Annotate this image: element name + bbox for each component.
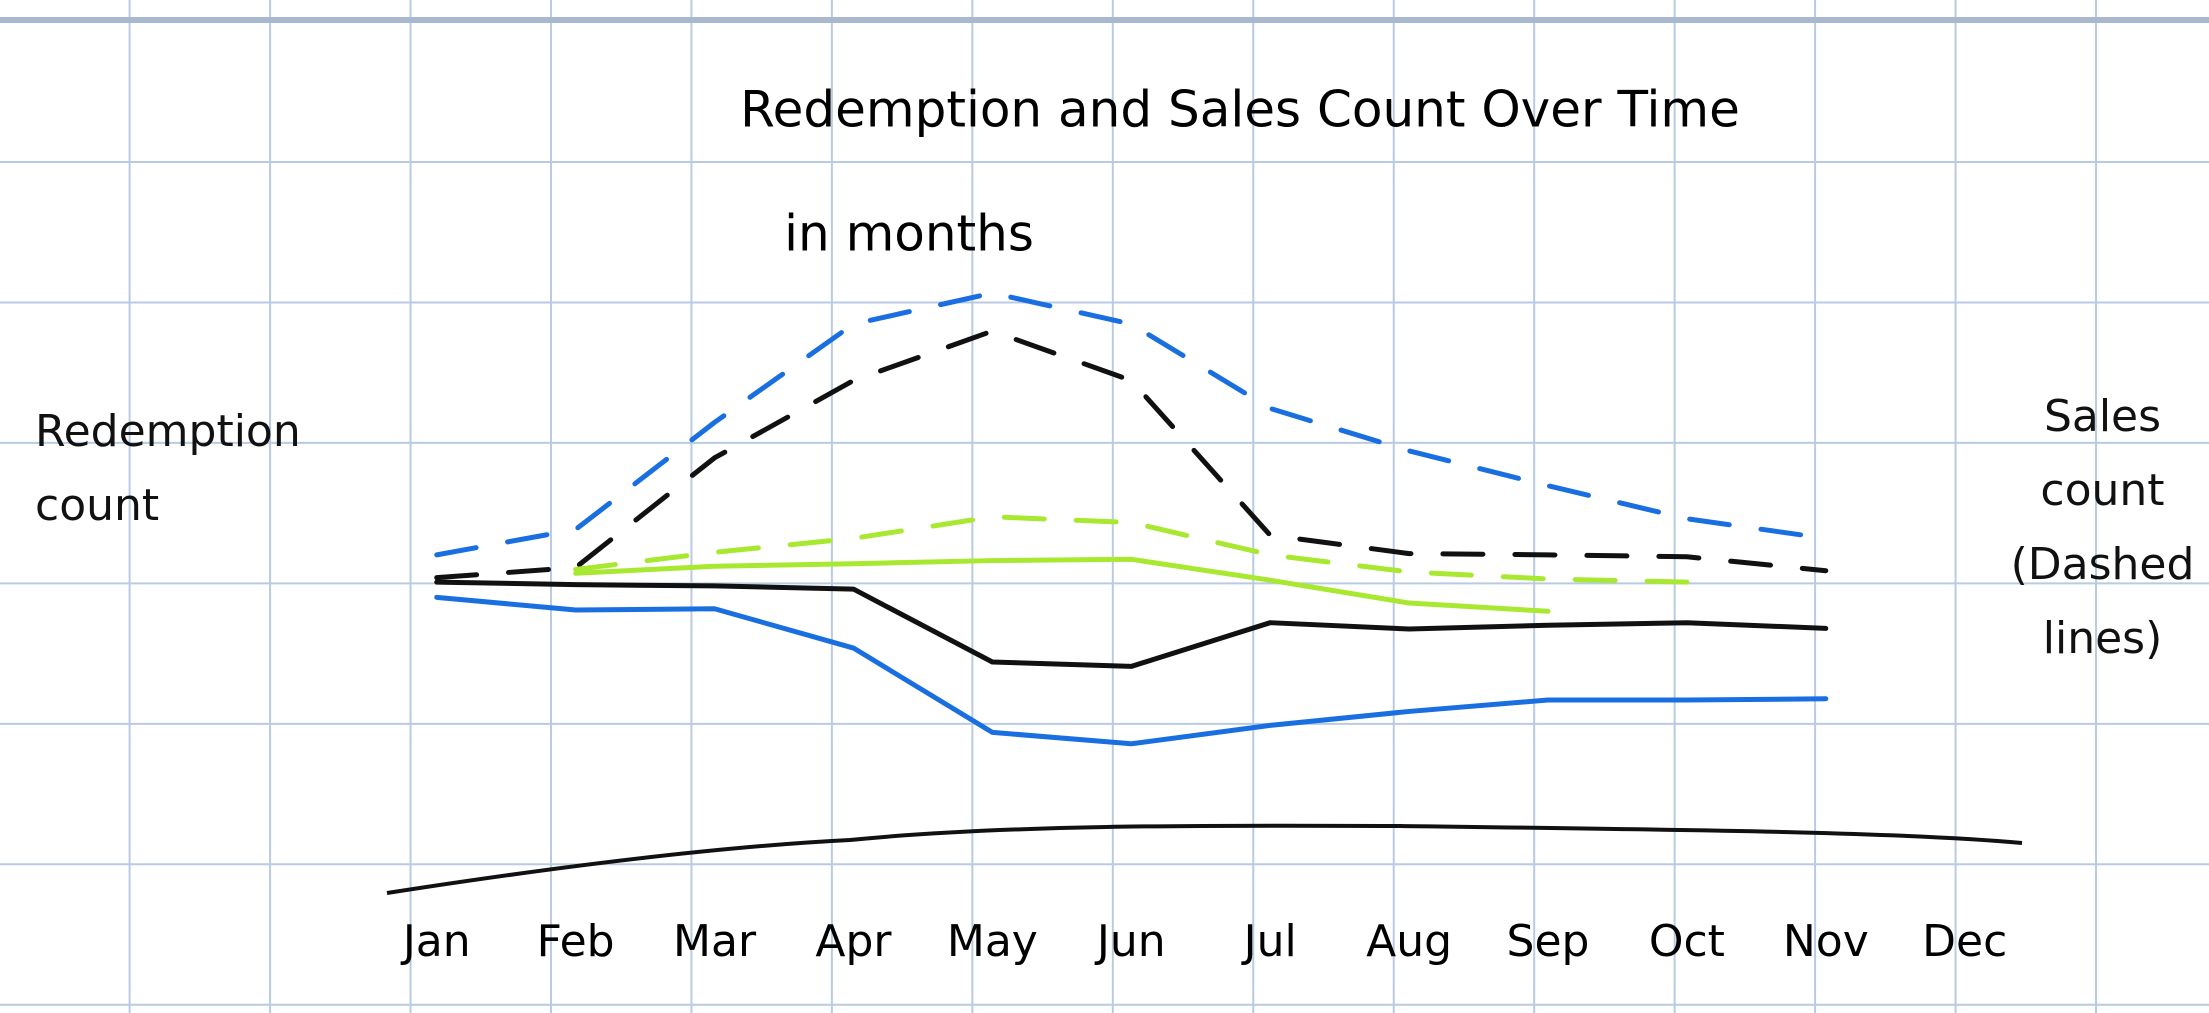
chart-subtitle: in months <box>784 205 1034 263</box>
x-tick-label: Oct <box>1649 916 1725 967</box>
x-tick-label: Sep <box>1507 916 1590 967</box>
x-tick-label: Jun <box>1094 916 1166 967</box>
x-axis-line <box>386 823 2023 895</box>
x-tick-label: Apr <box>815 916 892 967</box>
x-tick-label: Jul <box>1241 916 1297 967</box>
x-tick-label: Feb <box>537 916 615 967</box>
x-tick-label: Aug <box>1366 916 1452 967</box>
chart-title: Redemption and Sales Count Over Time <box>740 81 1740 139</box>
dashed-line <box>434 328 1829 581</box>
dashed-line <box>573 514 1690 585</box>
y2-axis-label: Sales count (Dashed lines) <box>2010 391 2195 664</box>
line <box>434 579 1829 669</box>
x-tick-label: Mar <box>673 916 757 967</box>
x-tick-label: Dec <box>1922 916 2007 967</box>
dashed-line <box>434 290 1829 558</box>
x-tick-label: May <box>947 916 1038 967</box>
line <box>434 594 1829 747</box>
y-axis-label: Redemption count <box>35 406 301 531</box>
line <box>573 556 1551 614</box>
x-tick-label: Jan <box>400 916 471 967</box>
x-tick-label: Nov <box>1783 916 1869 967</box>
